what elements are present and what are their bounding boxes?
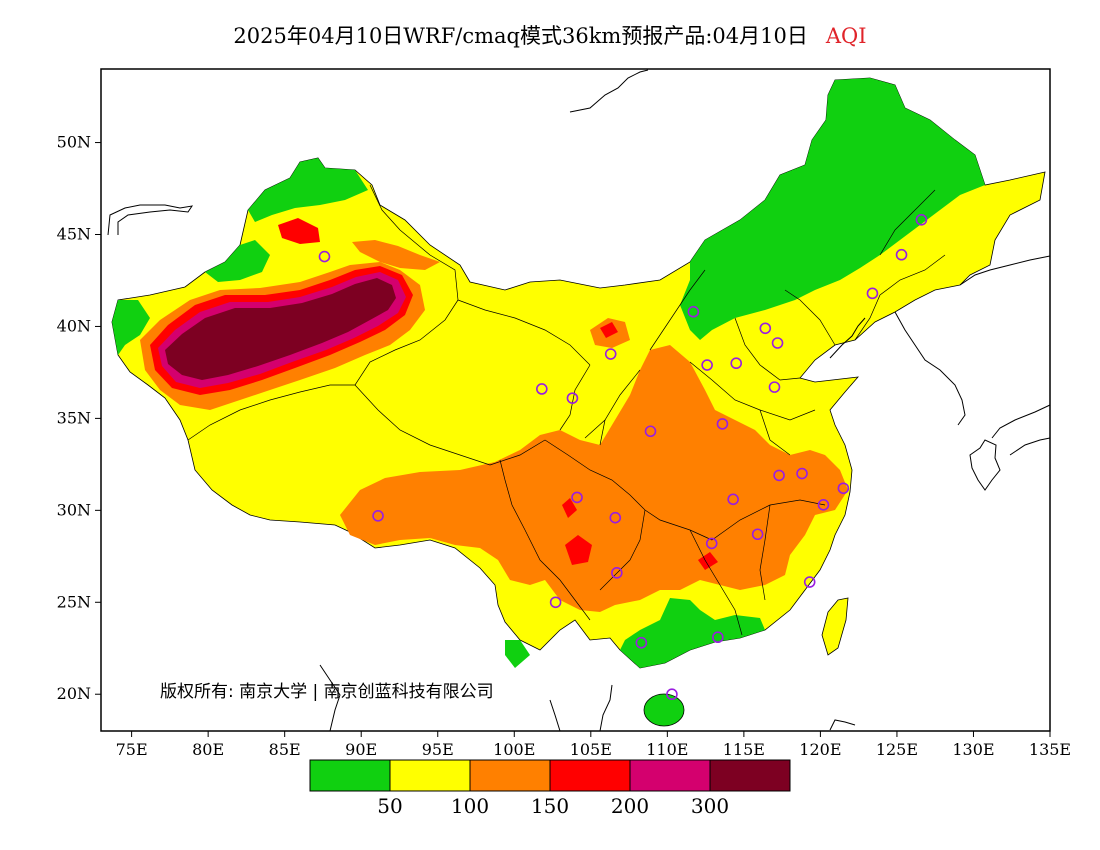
city-station-marker — [773, 469, 785, 482]
legend-swatch — [709, 759, 791, 792]
city-station-marker — [701, 359, 713, 371]
city-station-marker — [609, 511, 622, 524]
city-station-marker — [372, 510, 384, 522]
y-tick-label: 30N — [57, 500, 91, 519]
nw-orange-band — [352, 240, 440, 270]
x-tick-label: 120E — [799, 740, 841, 759]
map-frame — [100, 68, 1051, 732]
city-station-marker — [611, 567, 623, 579]
city-station-marker — [895, 248, 908, 261]
city-station-marker — [635, 636, 648, 649]
x-tick-label: 130E — [952, 740, 994, 759]
title-main: 2025年04月10日WRF/cmaq模式36km预报产品:04月10日 — [233, 24, 808, 48]
city-station-marker — [915, 213, 928, 226]
city-station-marker — [604, 348, 617, 360]
neighbour-coastlines — [107, 69, 1051, 732]
northeast-green-zone — [680, 78, 985, 340]
y-tick-label: 50N — [57, 133, 91, 152]
hunan-red-spot — [698, 552, 718, 570]
city-station-marker — [817, 499, 830, 511]
ili-green-zone — [205, 240, 270, 282]
longitude-axis: 75E 80E 85E 90E 95E 100E 105E 110E 115E 120E 125E 1… — [116, 731, 1071, 759]
y-tick-label: 40N — [57, 316, 91, 335]
x-tick-label: 85E — [269, 740, 301, 759]
aqi-legend: 50 100 150 200 300 — [309, 759, 791, 818]
city-station-marker — [796, 467, 808, 480]
city-station-marker — [536, 383, 548, 395]
city-station-marker — [318, 250, 331, 263]
title-variable: AQI — [825, 24, 867, 48]
city-station-marker — [666, 688, 678, 701]
city-stations — [318, 213, 928, 701]
x-tick-label: 80E — [192, 740, 224, 759]
legend-label: 100 — [451, 794, 489, 818]
city-station-marker — [771, 337, 784, 349]
x-tick-label: 110E — [646, 740, 688, 759]
copyright-text: 版权所有: 南京大学 | 南京创蓝科技有限公司 — [160, 682, 494, 702]
legend-label: 300 — [691, 794, 729, 818]
legend-swatch — [389, 759, 471, 792]
west-green-zone — [112, 300, 150, 355]
city-station-marker — [712, 631, 724, 644]
chengdu-red-spot — [562, 498, 577, 518]
city-station-marker — [727, 493, 739, 506]
city-station-marker — [644, 425, 657, 438]
taiwan-yellow — [821, 597, 849, 656]
y-tick-label: 20N — [57, 684, 91, 703]
central-orange-zone — [340, 345, 848, 612]
city-station-marker — [716, 418, 729, 430]
city-station-marker — [571, 491, 583, 504]
x-tick-label: 125E — [876, 740, 918, 759]
hainan-green — [643, 693, 685, 727]
x-tick-label: 75E — [116, 740, 148, 759]
city-station-marker — [751, 528, 764, 541]
x-tick-label: 90E — [345, 740, 377, 759]
legend-swatch — [469, 759, 551, 792]
legend-swatch — [629, 759, 711, 792]
yunnan-green-spot — [505, 640, 530, 668]
south-green-zone — [620, 598, 765, 668]
city-station-marker — [803, 576, 816, 588]
map-title: 2025年04月10日WRF/cmaq模式36km预报产品:04月10日 AQI — [0, 20, 1100, 50]
city-station-marker — [837, 482, 850, 495]
city-station-marker — [566, 392, 579, 404]
city-station-marker — [730, 357, 743, 370]
xinjiang-maroon-core — [165, 278, 396, 380]
y-tick-label: 45N — [57, 225, 91, 244]
aqi-fields — [111, 77, 1046, 727]
y-tick-label: 35N — [57, 408, 91, 427]
sichuan-red-spot — [565, 535, 592, 565]
legend-label: 50 — [377, 794, 402, 818]
y-tick-label: 25N — [57, 592, 91, 611]
legend-label: 150 — [531, 794, 569, 818]
x-tick-label: 135E — [1029, 740, 1071, 759]
nw-red-spot — [278, 218, 320, 244]
north-red-spot — [600, 322, 618, 338]
x-tick-label: 105E — [570, 740, 612, 759]
city-station-marker — [866, 287, 879, 300]
city-station-marker — [705, 537, 718, 550]
city-station-marker — [687, 305, 700, 318]
city-station-marker — [549, 596, 562, 609]
x-tick-label: 100E — [493, 740, 535, 759]
legend-swatch — [549, 759, 631, 792]
x-tick-label: 115E — [723, 740, 765, 759]
legend-swatch — [309, 759, 391, 792]
latitude-axis: 50N 45N 40N 35N 30N 25N 20N — [57, 133, 101, 703]
x-tick-label: 95E — [422, 740, 454, 759]
northwest-green-zone — [248, 158, 368, 222]
province-boundaries — [187, 184, 946, 636]
legend-label: 200 — [611, 794, 649, 818]
city-station-marker — [768, 381, 781, 393]
city-station-marker — [759, 322, 772, 335]
